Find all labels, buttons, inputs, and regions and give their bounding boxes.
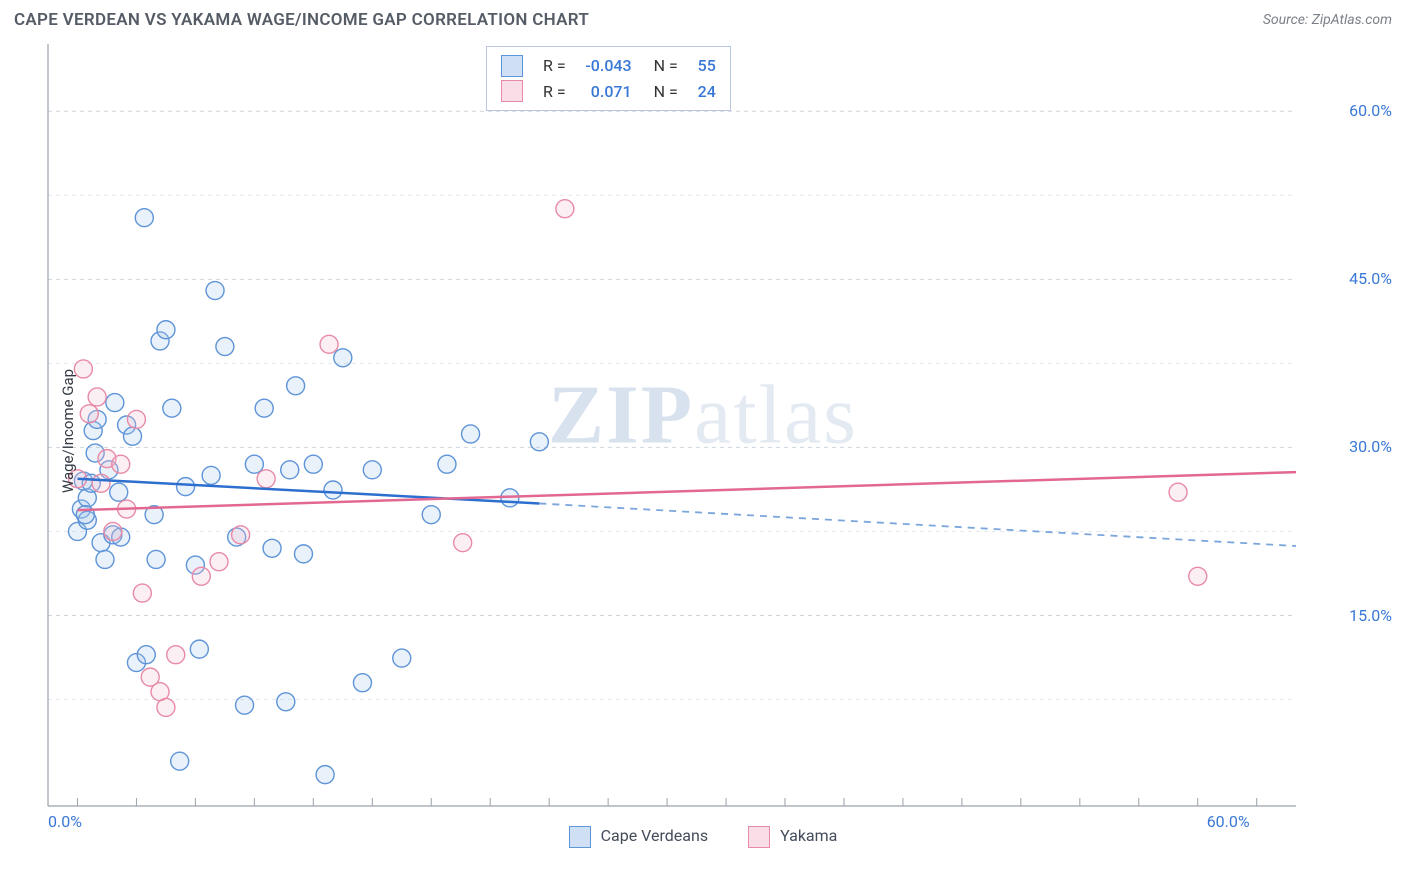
correlation-legend: R =-0.043 N =55 R =0.071 N =24 bbox=[486, 46, 731, 111]
x-tick-label: 60.0% bbox=[1207, 812, 1250, 831]
scatter-chart bbox=[8, 36, 1328, 826]
chart-header: CAPE VERDEAN VS YAKAMA WAGE/INCOME GAP C… bbox=[0, 0, 1406, 36]
series-legend: Cape Verdeans Yakama bbox=[0, 826, 1406, 848]
legend-row: R =0.071 N =24 bbox=[501, 79, 716, 105]
y-tick-label: 60.0% bbox=[1349, 101, 1392, 120]
chart-source: Source: ZipAtlas.com bbox=[1263, 12, 1392, 28]
legend-row: R =-0.043 N =55 bbox=[501, 53, 716, 79]
y-tick-label: 45.0% bbox=[1349, 269, 1392, 288]
chart-title: CAPE VERDEAN VS YAKAMA WAGE/INCOME GAP C… bbox=[14, 10, 589, 30]
chart-area: Wage/Income Gap ZIPatlas R =-0.043 N =55… bbox=[8, 36, 1398, 826]
y-tick-label: 15.0% bbox=[1349, 606, 1392, 625]
legend-item: Cape Verdeans bbox=[569, 826, 708, 848]
y-axis-label: Wage/Income Gap bbox=[59, 369, 77, 493]
legend-item: Yakama bbox=[748, 826, 837, 848]
x-tick-label: 0.0% bbox=[48, 812, 82, 831]
y-tick-label: 30.0% bbox=[1349, 437, 1392, 456]
